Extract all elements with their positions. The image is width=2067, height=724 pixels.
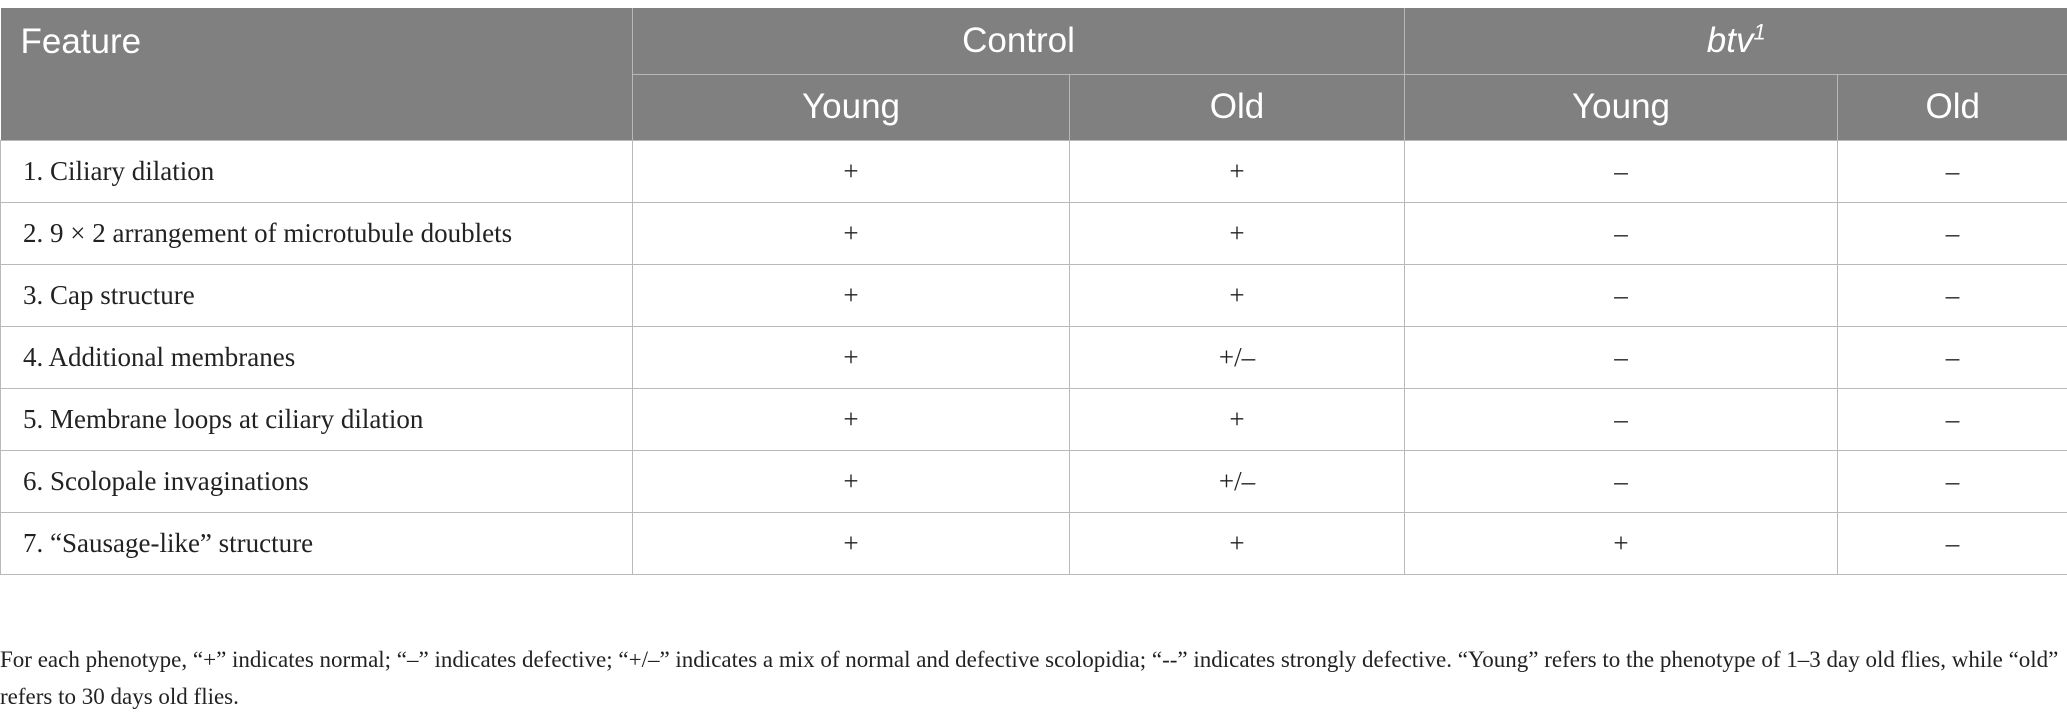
feature-cell: 6. Scolopale invaginations bbox=[0, 449, 633, 513]
feature-cell: 1. Ciliary dilation bbox=[0, 139, 633, 203]
control-old-cell: + bbox=[1068, 387, 1406, 451]
btv-young-cell: – bbox=[1404, 325, 1839, 389]
feature-column-header: Feature bbox=[0, 8, 633, 141]
phenotype-table: Feature Control btv1 Young Old Young Old… bbox=[0, 8, 2067, 575]
control-young-cell: + bbox=[632, 263, 1070, 327]
control-old-cell: +/– bbox=[1068, 325, 1406, 389]
control-old-cell: + bbox=[1068, 511, 1406, 575]
control-old-cell: + bbox=[1068, 263, 1406, 327]
btv-old-cell: – bbox=[1837, 325, 2067, 389]
control-young-cell: + bbox=[632, 511, 1070, 575]
table-row: 1. Ciliary dilation + + – – bbox=[0, 139, 2067, 203]
control-young-cell: + bbox=[632, 387, 1070, 451]
btv-young-cell: – bbox=[1404, 449, 1839, 513]
btv-group-header: btv1 bbox=[1404, 8, 2067, 75]
control-old-cell: + bbox=[1068, 139, 1406, 203]
table-row: 2. 9 × 2 arrangement of microtubule doub… bbox=[0, 201, 2067, 265]
table-footnote: For each phenotype, “+” indicates normal… bbox=[0, 647, 2059, 709]
feature-cell: 4. Additional membranes bbox=[0, 325, 633, 389]
btv-old-cell: – bbox=[1837, 511, 2067, 575]
feature-cell: 5. Membrane loops at ciliary dilation bbox=[0, 387, 633, 451]
btv-young-cell: – bbox=[1404, 263, 1839, 327]
feature-cell: 3. Cap structure bbox=[0, 263, 633, 327]
table-row: 6. Scolopale invaginations + +/– – – bbox=[0, 449, 2067, 513]
btv-young-header: Young bbox=[1404, 74, 1839, 141]
btv-old-cell: – bbox=[1837, 387, 2067, 451]
control-young-cell: + bbox=[632, 325, 1070, 389]
phenotype-table-container: Feature Control btv1 Young Old Young Old… bbox=[0, 8, 2067, 575]
btv-old-header: Old bbox=[1837, 74, 2067, 141]
table-row: 5. Membrane loops at ciliary dilation + … bbox=[0, 387, 2067, 451]
btv-label: btv bbox=[1706, 20, 1754, 60]
feature-cell: 7. “Sausage-like” structure bbox=[0, 511, 633, 575]
control-young-cell: + bbox=[632, 201, 1070, 265]
table-header: Feature Control btv1 Young Old Young Old bbox=[0, 8, 2067, 141]
btv-old-cell: – bbox=[1837, 201, 2067, 265]
btv-old-cell: – bbox=[1837, 139, 2067, 203]
table-row: 7. “Sausage-like” structure + + + – bbox=[0, 511, 2067, 575]
btv-old-cell: – bbox=[1837, 263, 2067, 327]
btv-old-cell: – bbox=[1837, 449, 2067, 513]
control-young-cell: + bbox=[632, 139, 1070, 203]
table-row: 3. Cap structure + + – – bbox=[0, 263, 2067, 327]
table-body: 1. Ciliary dilation + + – – 2. 9 × 2 arr… bbox=[0, 139, 2067, 575]
control-old-cell: +/– bbox=[1068, 449, 1406, 513]
btv-young-cell: – bbox=[1404, 139, 1839, 203]
control-young-cell: + bbox=[632, 449, 1070, 513]
btv-young-cell: + bbox=[1404, 511, 1839, 575]
control-young-header: Young bbox=[632, 74, 1070, 141]
control-group-header: Control bbox=[632, 8, 1406, 75]
btv-young-cell: – bbox=[1404, 387, 1839, 451]
feature-cell: 2. 9 × 2 arrangement of microtubule doub… bbox=[0, 201, 633, 265]
control-old-cell: + bbox=[1068, 201, 1406, 265]
header-row-groups: Feature Control btv1 bbox=[0, 8, 2067, 141]
control-old-header: Old bbox=[1069, 74, 1406, 141]
btv-young-cell: – bbox=[1404, 201, 1839, 265]
table-row: 4. Additional membranes + +/– – – bbox=[0, 325, 2067, 389]
btv-superscript: 1 bbox=[1753, 19, 1766, 45]
